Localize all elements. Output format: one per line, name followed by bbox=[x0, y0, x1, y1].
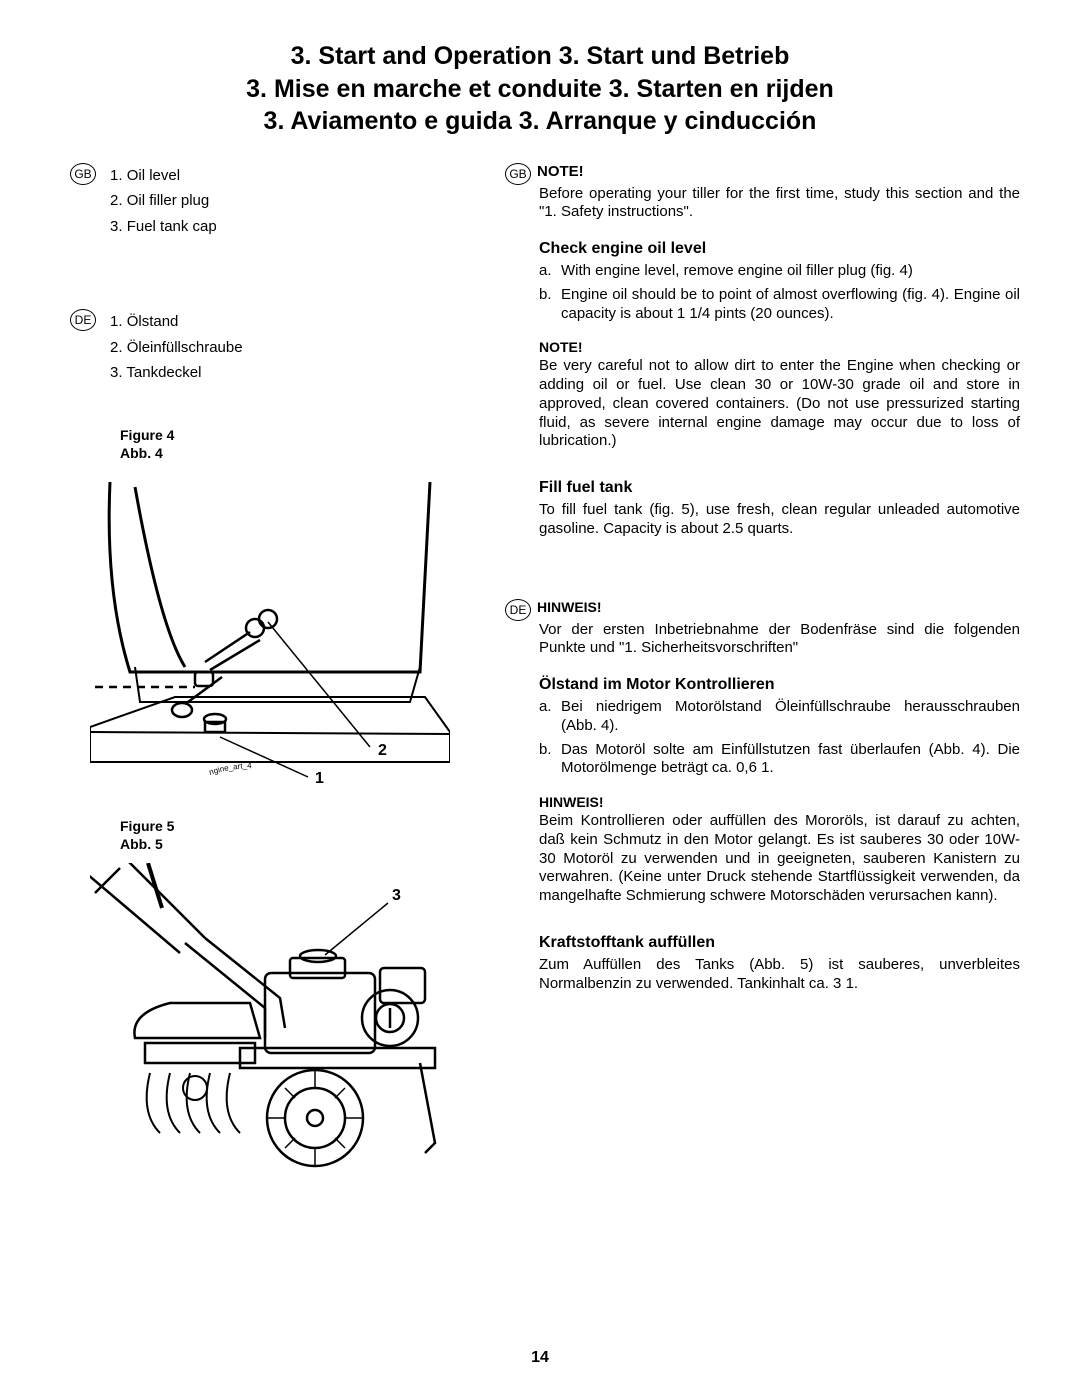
hinweis2-title: HINWEIS! bbox=[505, 794, 1020, 810]
engine-diagram-icon: ngine_art_4 bbox=[90, 472, 450, 802]
de-badge-icon: DE bbox=[70, 309, 96, 331]
page-number: 14 bbox=[0, 1349, 1080, 1367]
figure-4: ngine_art_4 1 2 bbox=[90, 472, 470, 802]
fill-fuel-heading: Fill fuel tank bbox=[505, 479, 1020, 497]
kraft-heading: Kraftstofftank auffüllen bbox=[505, 934, 1020, 952]
gb-part-3: Fuel tank cap bbox=[110, 214, 217, 240]
de-badge-right-icon: DE bbox=[505, 599, 531, 621]
gb-part-1: Oil level bbox=[110, 163, 217, 189]
figure-5: 3 bbox=[90, 863, 470, 1173]
fig4-line1: Figure 4 bbox=[120, 427, 174, 443]
callout-3: 3 bbox=[392, 887, 401, 905]
figure-4-caption: Figure 4 Abb. 4 bbox=[120, 426, 470, 462]
fig4-line2: Abb. 4 bbox=[120, 445, 163, 461]
tiller-diagram-icon bbox=[90, 863, 460, 1173]
de-note-body: Vor der ersten Inbetriebnahme der Bodenf… bbox=[505, 621, 1020, 659]
art-label: ngine_art_4 bbox=[208, 761, 252, 777]
de-parts-block: DE Ölstand Öleinfüllschraube Tankdeckel bbox=[60, 309, 470, 386]
callout-1: 1 bbox=[315, 770, 324, 788]
svg-text:ngine_art_4: ngine_art_4 bbox=[208, 761, 252, 777]
gb-note-body: Before operating your tiller for the fir… bbox=[505, 185, 1020, 223]
oelstand-b: b.Das Motoröl solte am Einfüllstutzen fa… bbox=[539, 741, 1020, 779]
heading-line-3: 3. Aviamento e guida 3. Arranque y cindu… bbox=[60, 105, 1020, 138]
gb-part-2: Oil filler plug bbox=[110, 188, 217, 214]
fill-fuel-body: To fill fuel tank (fig. 5), use fresh, c… bbox=[505, 501, 1020, 539]
oelstand-heading: Ölstand im Motor Kontrollieren bbox=[505, 676, 1020, 694]
oelstand-a: a.Bei niedrigem Motorölstand Öleinfüllsc… bbox=[539, 698, 1020, 736]
note-title-gb: NOTE! bbox=[537, 163, 584, 180]
gb-badge-right-icon: GB bbox=[505, 163, 531, 185]
note2-body: Be very careful not to allow dirt to ent… bbox=[505, 357, 1020, 451]
heading-line-2: 3. Mise en marche et conduite 3. Starten… bbox=[60, 73, 1020, 106]
kraft-body: Zum Auffüllen des Tanks (Abb. 5) ist sau… bbox=[505, 956, 1020, 994]
check-oil-a: a.With engine level, remove engine oil f… bbox=[539, 262, 1020, 281]
callout-2: 2 bbox=[378, 742, 387, 760]
figure-5-caption: Figure 5 Abb. 5 bbox=[120, 817, 470, 853]
de-part-1: Ölstand bbox=[110, 309, 243, 335]
gb-parts-block: GB Oil level Oil filler plug Fuel tank c… bbox=[60, 163, 470, 240]
note2-title: NOTE! bbox=[505, 339, 1020, 355]
heading-line-1: 3. Start and Operation 3. Start und Betr… bbox=[60, 40, 1020, 73]
fig5-line1: Figure 5 bbox=[120, 818, 174, 834]
page-heading: 3. Start and Operation 3. Start und Betr… bbox=[60, 40, 1020, 138]
de-part-3: Tankdeckel bbox=[110, 360, 243, 386]
hinweis-title: HINWEIS! bbox=[537, 599, 602, 615]
fig5-line2: Abb. 5 bbox=[120, 836, 163, 852]
check-oil-heading: Check engine oil level bbox=[505, 240, 1020, 258]
hinweis2-body: Beim Kontrollieren oder auffüllen des Mo… bbox=[505, 812, 1020, 906]
right-column: GB NOTE! Before operating your tiller fo… bbox=[505, 163, 1020, 1174]
left-column: GB Oil level Oil filler plug Fuel tank c… bbox=[60, 163, 470, 1174]
de-part-2: Öleinfüllschraube bbox=[110, 335, 243, 361]
gb-badge-icon: GB bbox=[70, 163, 96, 185]
check-oil-b: b.Engine oil should be to point of almos… bbox=[539, 286, 1020, 324]
